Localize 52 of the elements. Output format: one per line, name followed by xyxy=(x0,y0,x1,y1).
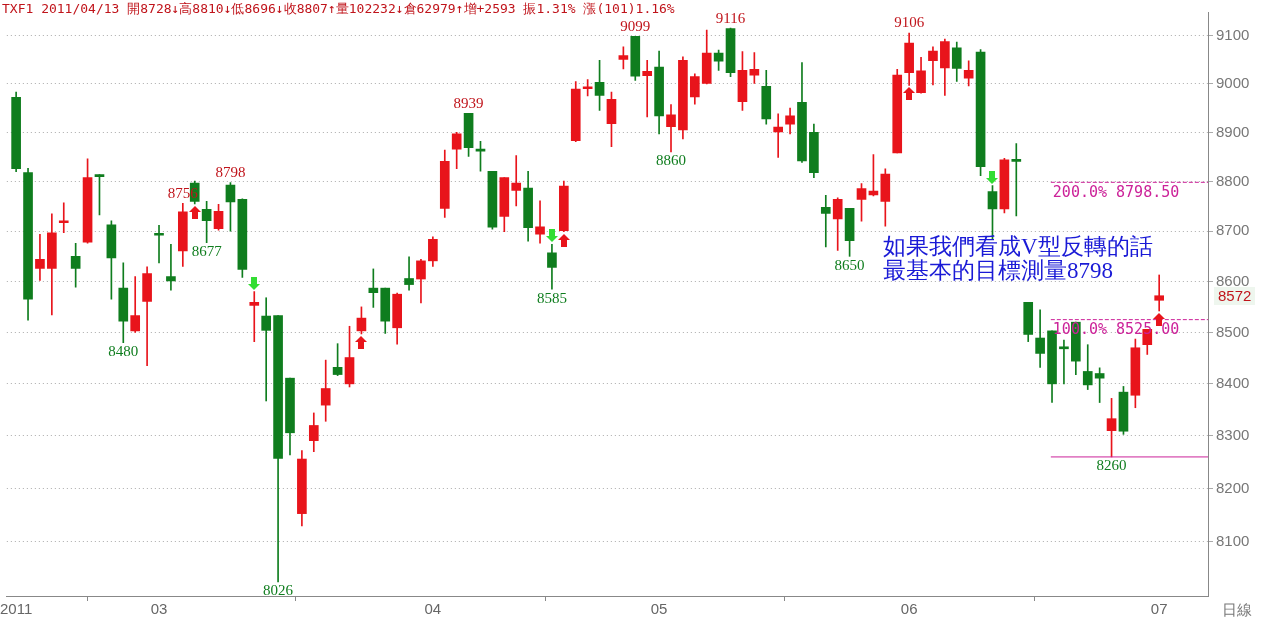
x-tick-label: 03 xyxy=(150,600,168,618)
annotation: 8585 xyxy=(536,289,567,306)
candlestick xyxy=(511,155,522,207)
candlestick xyxy=(666,104,676,153)
y-tick-label: 8700 xyxy=(1216,221,1250,239)
candlestick xyxy=(1154,274,1165,312)
x-tick-label: 05 xyxy=(650,600,668,618)
candlestick xyxy=(535,200,545,244)
y-tick-label: 9100 xyxy=(1216,25,1250,43)
candlestick xyxy=(404,256,414,291)
annotation: 9106 xyxy=(894,14,925,31)
text: 日線 xyxy=(1222,601,1252,619)
x-tick-label: 04 xyxy=(424,600,442,618)
candlestick xyxy=(820,195,831,248)
annotation: 8026 xyxy=(263,582,294,599)
y-tick-label: 8500 xyxy=(1216,322,1250,340)
text: 8572 xyxy=(1214,286,1256,305)
annotation: 8798 xyxy=(215,164,246,181)
y-tick-label: 8300 xyxy=(1216,426,1250,444)
x-tick-label: 2011 xyxy=(0,600,33,618)
y-tick-label: 8900 xyxy=(1216,122,1250,140)
candlestick xyxy=(58,202,69,234)
annotation: 8939 xyxy=(453,94,484,111)
candlestick xyxy=(1059,339,1069,385)
y-tick-label: 8200 xyxy=(1216,478,1250,496)
y-tick-label: 9000 xyxy=(1216,74,1250,92)
y-tick-label: 8400 xyxy=(1216,374,1250,391)
y-tick-label: 8600 xyxy=(1216,271,1250,289)
annotation: 9116 xyxy=(715,9,746,26)
annotation: 最基本的目標測量8798 xyxy=(883,258,1113,283)
candlestick xyxy=(261,297,271,402)
y-tick-label: 8800 xyxy=(1216,171,1250,189)
x-tick-label: 07 xyxy=(1150,600,1168,618)
candlestick xyxy=(1011,143,1022,217)
candlestick xyxy=(642,59,653,118)
annotation: 如果我們看成V型反轉的話 xyxy=(883,234,1153,259)
annotation: 8260 xyxy=(1096,457,1127,474)
ref-line-label: 200.0% 8798.50 xyxy=(1052,182,1180,201)
candlestick xyxy=(166,243,176,291)
y-tick-label: 8100 xyxy=(1216,532,1250,550)
candlestick xyxy=(249,291,260,342)
candlestick xyxy=(928,46,938,86)
candlestick xyxy=(773,113,783,158)
candlestick xyxy=(35,233,45,281)
annotation: 9099 xyxy=(620,17,651,34)
x-tick-label: 06 xyxy=(900,600,918,618)
annotation: 8480 xyxy=(108,343,139,360)
chart-title: TXF1 2011/04/13 開8728↓高8810↓低8696↓收8807↑量102232↓倉62979↑增+2593 振1.31% 漲(101)1.16% xyxy=(2,0,675,18)
candlestick xyxy=(154,224,164,264)
annotation: 8650 xyxy=(834,256,865,273)
annotation: 8860 xyxy=(656,152,686,169)
annotation: 8677 xyxy=(191,243,223,260)
